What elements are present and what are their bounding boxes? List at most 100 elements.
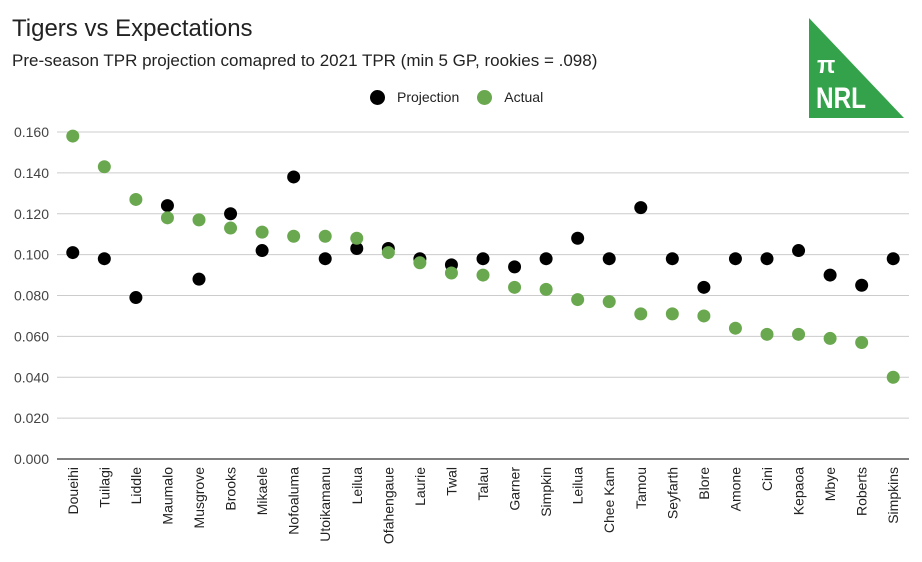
logo-nrl-text: NRL — [816, 82, 866, 115]
point-projection[interactable] — [318, 252, 332, 266]
point-projection[interactable] — [476, 252, 490, 266]
y-tick-label: 0.060 — [14, 328, 49, 344]
point-actual[interactable] — [192, 213, 206, 227]
legend-marker-projection — [370, 89, 385, 105]
point-actual[interactable] — [665, 307, 679, 321]
point-projection[interactable] — [665, 252, 679, 266]
point-actual[interactable] — [855, 336, 869, 350]
legend-item-projection[interactable]: Projection — [370, 89, 459, 105]
x-tick-label: Simpkins — [885, 467, 901, 524]
point-actual[interactable] — [697, 309, 711, 323]
x-tick-label: Simpkin — [538, 467, 554, 517]
point-actual[interactable] — [444, 266, 458, 280]
point-actual[interactable] — [476, 268, 490, 282]
point-actual[interactable] — [823, 331, 837, 345]
point-projection[interactable] — [192, 272, 206, 286]
x-tick-label: Cini — [759, 467, 775, 491]
x-tick-label: Musgrove — [191, 467, 207, 529]
y-tick-label: 0.160 — [14, 124, 49, 140]
point-projection[interactable] — [539, 252, 553, 266]
x-tick-label: Maumalo — [159, 467, 175, 525]
chart-subtitle: Pre-season TPR projection comapred to 20… — [12, 51, 598, 70]
x-tick-label: Liddle — [128, 467, 144, 505]
x-tick-label: Garner — [507, 467, 523, 511]
data-points — [66, 129, 900, 384]
y-tick-label: 0.120 — [14, 206, 49, 222]
point-projection[interactable] — [697, 280, 711, 294]
x-tick-label: Amone — [727, 467, 743, 512]
y-tick-label: 0.100 — [14, 247, 49, 263]
point-actual[interactable] — [413, 256, 427, 270]
x-tick-label: Utoikamanu — [317, 467, 333, 542]
x-tick-label: Chee Kam — [601, 467, 617, 533]
y-tick-label: 0.040 — [14, 369, 49, 385]
y-tick-label: 0.140 — [14, 165, 49, 181]
point-actual[interactable] — [792, 327, 806, 341]
point-actual[interactable] — [539, 282, 553, 296]
x-axis-ticks: Doueihi Tuilagi Liddle Maumalo Musgrove Brook… — [65, 467, 901, 544]
point-projection[interactable] — [160, 199, 174, 213]
point-projection[interactable] — [728, 252, 742, 266]
x-tick-label: Ofahengaue — [380, 467, 396, 544]
x-tick-label: Brooks — [223, 467, 239, 511]
point-actual[interactable] — [66, 129, 80, 143]
y-tick-label: 0.080 — [14, 288, 49, 304]
point-projection[interactable] — [508, 260, 522, 274]
x-tick-label: Talau — [475, 467, 491, 500]
point-actual[interactable] — [634, 307, 648, 321]
point-actual[interactable] — [381, 246, 395, 260]
point-projection[interactable] — [602, 252, 616, 266]
point-actual[interactable] — [602, 295, 616, 309]
legend-label-projection: Projection — [397, 89, 460, 105]
x-tick-label: Roberts — [854, 467, 870, 516]
logo-pi-symbol: π — [817, 52, 835, 79]
x-tick-label: Nofoaluma — [286, 467, 302, 535]
point-actual[interactable] — [97, 160, 111, 174]
legend-label-actual: Actual — [504, 89, 544, 105]
y-tick-label: 0.020 — [14, 410, 49, 426]
point-projection[interactable] — [287, 170, 301, 184]
point-projection[interactable] — [792, 244, 806, 258]
point-projection[interactable] — [823, 268, 837, 282]
x-tick-label: Mikaele — [254, 467, 270, 515]
y-tick-label: 0.000 — [14, 451, 49, 467]
point-actual[interactable] — [508, 280, 522, 294]
point-actual[interactable] — [350, 231, 364, 245]
point-projection[interactable] — [129, 291, 143, 305]
point-projection[interactable] — [855, 278, 869, 292]
x-tick-label: Twal — [443, 467, 459, 496]
point-projection[interactable] — [634, 201, 648, 215]
legend-marker-actual — [477, 89, 493, 105]
x-tick-label: Seyfarth — [664, 467, 680, 519]
logo-triangle — [809, 18, 904, 118]
point-actual[interactable] — [287, 229, 301, 243]
point-actual[interactable] — [886, 370, 900, 384]
point-actual[interactable] — [224, 221, 238, 235]
x-tick-label: Laurie — [412, 467, 428, 506]
point-actual[interactable] — [160, 211, 174, 225]
point-projection[interactable] — [760, 252, 774, 266]
pi-nrl-logo: π NRL — [809, 18, 904, 118]
point-projection[interactable] — [66, 246, 80, 260]
legend-item-actual[interactable]: Actual — [477, 89, 543, 105]
x-tick-label: Tamou — [633, 467, 649, 509]
point-projection[interactable] — [97, 252, 111, 266]
x-tick-label: Kepaoa — [791, 467, 807, 515]
point-actual[interactable] — [129, 192, 143, 206]
point-actual[interactable] — [760, 327, 774, 341]
legend: Projection Actual — [370, 87, 561, 107]
point-projection[interactable] — [350, 241, 364, 255]
point-actual[interactable] — [255, 225, 269, 239]
point-projection[interactable] — [886, 252, 900, 266]
chart-title: Tigers vs Expectations — [12, 15, 253, 42]
x-tick-label: Tuilagi — [96, 467, 112, 508]
point-actual[interactable] — [571, 293, 585, 307]
point-actual[interactable] — [318, 229, 332, 243]
point-projection[interactable] — [571, 231, 585, 245]
point-actual[interactable] — [728, 321, 742, 335]
point-projection[interactable] — [224, 207, 238, 221]
x-tick-label: Doueihi — [65, 467, 81, 514]
x-tick-label: Blore — [696, 467, 712, 500]
point-projection[interactable] — [255, 244, 269, 258]
